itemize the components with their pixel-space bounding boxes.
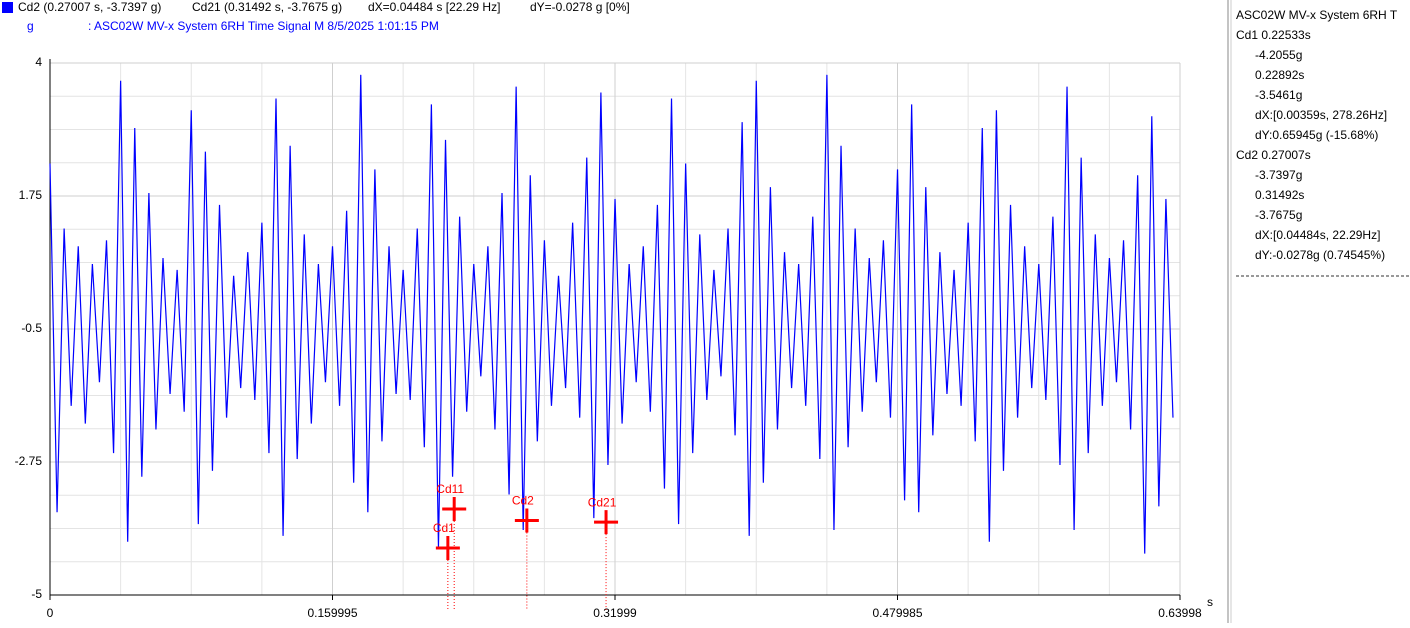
panel-line: 0.22892s bbox=[1255, 68, 1304, 82]
series-swatch bbox=[2, 2, 13, 13]
panel-line: Cd2 0.27007s bbox=[1236, 148, 1311, 162]
x-tick-label: 0.31999 bbox=[593, 606, 637, 620]
panel-line: -3.5461g bbox=[1255, 88, 1302, 102]
cursor-readout: dX=0.04484 s [22.29 Hz] bbox=[368, 0, 500, 14]
cursor-readout: dY=-0.0278 g [0%] bbox=[530, 0, 630, 14]
x-tick-label: 0.159995 bbox=[307, 606, 357, 620]
cursor-readout: Cd2 (0.27007 s, -3.7397 g) bbox=[18, 0, 161, 14]
panel-line: dY:-0.0278g (0.74545%) bbox=[1255, 248, 1385, 262]
panel-line: dX:[0.04484s, 22.29Hz] bbox=[1255, 228, 1380, 242]
x-tick-label: 0.63998 bbox=[1158, 606, 1202, 620]
panel-line: -3.7397g bbox=[1255, 168, 1302, 182]
cursor-marker bbox=[435, 536, 460, 561]
cursor-marker bbox=[514, 508, 539, 533]
x-tick-label: 0.479985 bbox=[872, 606, 922, 620]
cursor-marker bbox=[594, 510, 619, 535]
series-label: : ASC02W MV-x System 6RH Time Signal M 8… bbox=[88, 19, 439, 33]
panel-line: -4.2055g bbox=[1255, 48, 1302, 62]
cursor-label: Cd21 bbox=[588, 495, 617, 509]
y-tick-label: 4 bbox=[35, 55, 42, 69]
panel-line: dY:0.65945g (-15.68%) bbox=[1255, 128, 1378, 142]
cursor-label: Cd11 bbox=[436, 482, 464, 496]
y-tick-label: -2.75 bbox=[15, 454, 43, 468]
y-tick-label: -5 bbox=[31, 587, 42, 601]
x-unit: s bbox=[1207, 595, 1213, 609]
signal-line bbox=[49, 74, 1174, 554]
cursor-readout: Cd21 (0.31492 s, -3.7675 g) bbox=[192, 0, 342, 14]
panel-line: Cd1 0.22533s bbox=[1236, 28, 1311, 42]
cursor-label: Cd1 bbox=[433, 521, 455, 535]
panel-line: dX:[0.00359s, 278.26Hz] bbox=[1255, 108, 1387, 122]
panel-line: 0.31492s bbox=[1255, 188, 1304, 202]
y-tick-label: -0.5 bbox=[21, 321, 42, 335]
panel-title: ASC02W MV-x System 6RH T bbox=[1236, 8, 1398, 22]
x-tick-label: 0 bbox=[47, 606, 54, 620]
cursor-label: Cd2 bbox=[512, 494, 534, 508]
cursor-marker bbox=[442, 497, 467, 522]
panel-line: -3.7675g bbox=[1255, 208, 1302, 222]
series-unit: g bbox=[27, 19, 34, 33]
y-tick-label: 1.75 bbox=[19, 188, 43, 202]
